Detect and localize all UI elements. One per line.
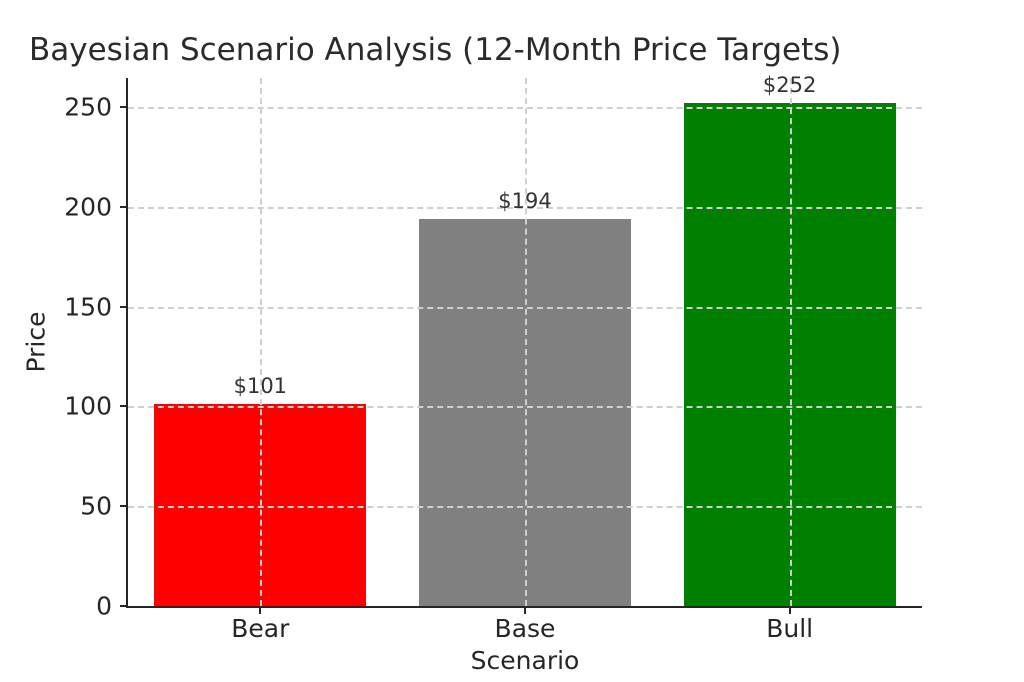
x-tick-label-bull: Bull <box>766 614 814 643</box>
y-tick-mark <box>120 605 128 607</box>
y-tick-mark <box>120 405 128 408</box>
gridline-horizontal <box>128 107 922 110</box>
gridline-horizontal <box>128 506 922 509</box>
x-tick-label-base: Base <box>494 614 556 643</box>
y-tick-mark <box>120 106 128 109</box>
x-tick-label-bear: Bear <box>231 614 290 643</box>
x-tick-mark <box>788 606 791 614</box>
bar-value-label-bull: $252 <box>762 73 817 98</box>
gridline-horizontal <box>128 206 922 209</box>
bar-bear <box>154 404 367 606</box>
x-tick-mark <box>524 606 526 614</box>
x-tick-mark <box>259 606 262 614</box>
y-tick-label-250: 250 <box>64 92 112 122</box>
gridline-vertical <box>525 78 527 606</box>
y-axis-spine <box>126 78 128 608</box>
gridline-horizontal <box>128 306 922 309</box>
gridline-vertical <box>789 78 792 606</box>
y-tick-mark <box>120 505 128 508</box>
bar-value-label-bear: $101 <box>233 374 288 399</box>
x-axis-label: Scenario <box>470 646 580 675</box>
y-tick-label-50: 50 <box>80 491 112 521</box>
chart-title: Bayesian Scenario Analysis (12-Month Pri… <box>29 32 842 68</box>
bar-base <box>419 218 631 606</box>
y-tick-mark <box>120 205 128 208</box>
x-axis-spine <box>126 606 922 608</box>
bar-value-label-base: $194 <box>498 188 552 213</box>
gridline-vertical <box>260 78 263 606</box>
gridline-horizontal <box>128 406 922 409</box>
y-tick-label-0: 0 <box>96 591 112 621</box>
y-tick-label-150: 150 <box>64 292 112 322</box>
y-tick-label-100: 100 <box>64 391 112 421</box>
y-tick-label-200: 200 <box>64 192 112 222</box>
y-tick-mark <box>120 305 128 308</box>
